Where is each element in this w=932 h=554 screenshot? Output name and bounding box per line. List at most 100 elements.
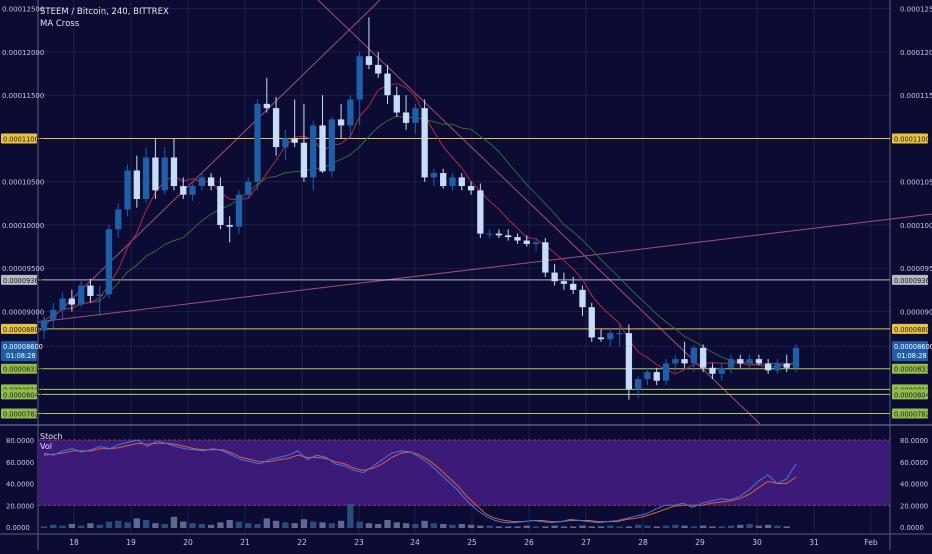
candle-body bbox=[68, 298, 76, 305]
volume-bar bbox=[291, 523, 298, 528]
candle bbox=[746, 354, 753, 371]
volume-bar bbox=[124, 522, 131, 528]
volume-bar bbox=[597, 526, 605, 528]
volume-bar bbox=[551, 525, 558, 528]
candle bbox=[467, 181, 475, 195]
volume-bar bbox=[746, 524, 753, 528]
candle bbox=[783, 354, 790, 373]
level-badge-left-bg bbox=[1, 274, 37, 285]
candle bbox=[421, 99, 428, 182]
candle bbox=[393, 86, 400, 117]
current-price-label: 0.00008600 bbox=[3, 343, 43, 351]
candle bbox=[189, 183, 196, 201]
candle bbox=[59, 292, 66, 321]
candle-body bbox=[607, 333, 614, 340]
volume-bar bbox=[40, 526, 48, 528]
candle-body bbox=[458, 177, 465, 187]
candle-body bbox=[133, 170, 140, 200]
level-badge-right: 0.00007822 bbox=[894, 410, 932, 418]
x-tick-label: 19 bbox=[126, 538, 136, 547]
x-tick-label: 27 bbox=[581, 538, 591, 547]
y-tick-label-left: 0.00010000 bbox=[2, 222, 44, 230]
candle bbox=[356, 51, 363, 126]
level-badge-left-bg bbox=[1, 389, 37, 400]
y-tick-label-right: 0.00012000 bbox=[900, 49, 932, 57]
volume-bar bbox=[105, 521, 113, 528]
candle bbox=[644, 367, 651, 386]
chart-legend: STEEM / Bitcoin, 240, BITTREX MA Cross bbox=[40, 6, 169, 30]
x-tick-label: 21 bbox=[240, 538, 250, 547]
candle bbox=[792, 344, 800, 373]
candle bbox=[514, 233, 521, 245]
candle bbox=[96, 285, 103, 316]
volume-bar bbox=[235, 521, 243, 528]
candle-body bbox=[384, 73, 391, 96]
volume-bar bbox=[662, 525, 670, 528]
price-pane bbox=[38, 0, 890, 424]
level-badge-right: 0.00011000 bbox=[894, 135, 932, 143]
candle bbox=[328, 116, 335, 178]
volume-bar bbox=[254, 524, 261, 528]
volume-bar bbox=[560, 526, 568, 528]
candle-body bbox=[207, 177, 215, 187]
trendline-resistance bbox=[317, 0, 761, 425]
candle-body bbox=[672, 359, 679, 364]
candle-body bbox=[310, 125, 317, 178]
volume-bar bbox=[161, 524, 168, 528]
candle-body bbox=[551, 272, 558, 282]
y-tick-label-left: 0.00012500 bbox=[2, 6, 44, 14]
candle-body bbox=[282, 138, 289, 148]
candle bbox=[235, 190, 243, 234]
volume-bar bbox=[337, 520, 345, 528]
candle bbox=[700, 344, 707, 373]
volume-bar bbox=[412, 524, 419, 528]
volume-bar bbox=[115, 520, 122, 528]
stoch-tick-right: 80.0000 bbox=[900, 437, 928, 445]
volume-bar bbox=[59, 525, 66, 528]
volume-bar bbox=[319, 522, 326, 528]
candle bbox=[68, 289, 76, 312]
volume-bar bbox=[467, 524, 475, 528]
level-badge-left: 0.00008800 bbox=[3, 326, 43, 334]
level-badge-left-bg bbox=[1, 363, 37, 374]
candle-body bbox=[588, 307, 595, 338]
indicator-label: MA Cross bbox=[40, 19, 80, 29]
volume-bar bbox=[347, 504, 354, 528]
candle-body bbox=[449, 177, 456, 187]
candle bbox=[263, 77, 270, 113]
volume-bar bbox=[77, 525, 85, 528]
candle bbox=[551, 263, 558, 286]
candle-body bbox=[774, 363, 781, 371]
candle bbox=[681, 341, 688, 368]
candle-body bbox=[505, 235, 512, 238]
candle-body bbox=[337, 119, 345, 126]
volume-bar bbox=[365, 523, 373, 528]
x-tick-label: 31 bbox=[809, 538, 819, 547]
candle-body bbox=[718, 367, 725, 374]
candle bbox=[727, 354, 735, 374]
candle bbox=[254, 99, 261, 191]
volume-bar bbox=[375, 524, 382, 528]
level-badge-left: 0.00011000 bbox=[3, 135, 43, 143]
candle bbox=[718, 363, 725, 381]
candle bbox=[774, 359, 781, 374]
candle bbox=[505, 229, 512, 241]
candle bbox=[384, 64, 391, 104]
candle bbox=[152, 138, 159, 200]
stoch-band bbox=[38, 440, 890, 506]
candle bbox=[709, 363, 716, 380]
volume-bar bbox=[384, 520, 391, 528]
volume-bar bbox=[142, 520, 150, 528]
candle bbox=[690, 346, 698, 373]
y-tick-label-right: 0.00009000 bbox=[900, 309, 932, 317]
candle-body bbox=[105, 229, 113, 295]
level-badge-left: 0.00007822 bbox=[3, 410, 43, 418]
stoch-tick-left: 60.0000 bbox=[6, 459, 34, 467]
candle-body bbox=[40, 320, 48, 331]
candle-body bbox=[189, 186, 196, 195]
volume-bar bbox=[495, 526, 503, 528]
y-tick-label-left: 0.00009500 bbox=[2, 265, 44, 273]
volume-bar bbox=[477, 525, 484, 528]
